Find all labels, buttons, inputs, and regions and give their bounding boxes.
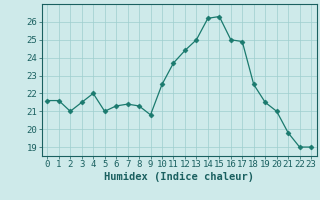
X-axis label: Humidex (Indice chaleur): Humidex (Indice chaleur) xyxy=(104,172,254,182)
